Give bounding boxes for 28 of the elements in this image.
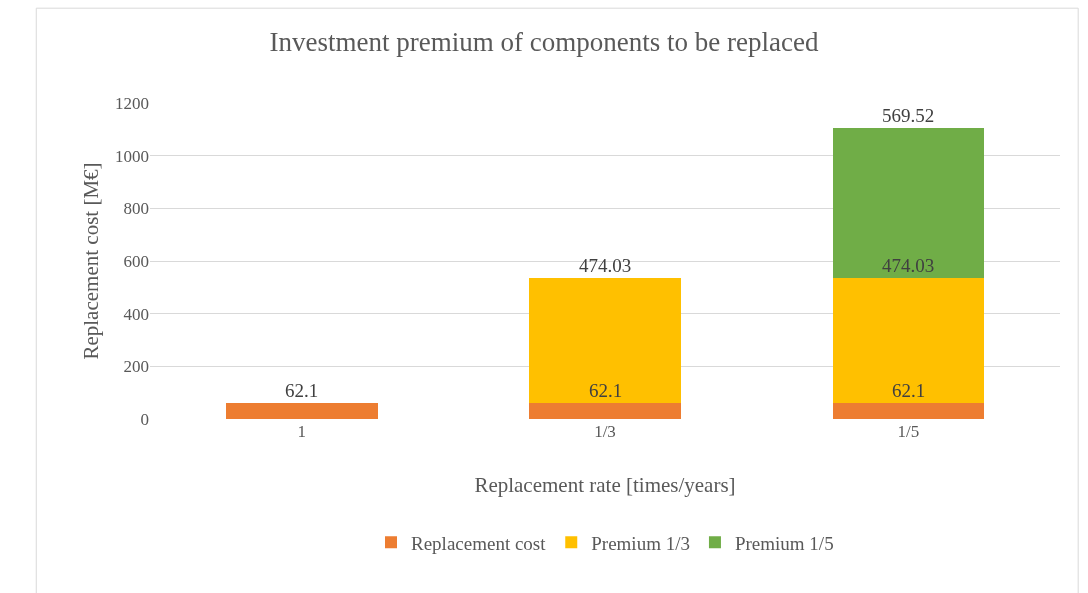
bar: [832, 127, 985, 278]
y-axis-title: Replacement cost [M€]: [79, 162, 103, 360]
y-tick-label: 200: [123, 357, 149, 377]
x-tick-label: 1/3: [594, 422, 616, 441]
y-tick-label: 800: [123, 199, 149, 219]
y-tick-label: 400: [123, 304, 149, 324]
y-tick-label: 0: [140, 409, 149, 429]
legend-label: Premium 1/5: [734, 532, 834, 554]
bar: [529, 277, 681, 403]
y-tick-label: 1000: [115, 146, 149, 166]
bar: [225, 402, 378, 419]
data-label: 62.1: [589, 380, 623, 401]
legend-label: Replacement cost: [411, 532, 547, 554]
data-label: 569.52: [882, 105, 935, 126]
bar: [832, 402, 985, 419]
data-label: 474.03: [882, 255, 935, 276]
y-tick-label: 1200: [115, 93, 149, 113]
bar: [529, 402, 681, 419]
data-label: 62.1: [892, 380, 926, 401]
bar: [832, 277, 985, 403]
y-tick-label: 600: [123, 251, 149, 271]
x-tick-label: 1/5: [897, 422, 920, 441]
data-label: 62.1: [285, 380, 319, 401]
data-label: 474.03: [579, 255, 632, 276]
chart-title: Investment premium of components to be replaced: [269, 26, 819, 57]
legend-label: Premium 1/3: [591, 532, 690, 554]
x-tick-label: 1: [297, 422, 306, 441]
x-axis-title: Replacement rate [times/years]: [474, 473, 736, 497]
